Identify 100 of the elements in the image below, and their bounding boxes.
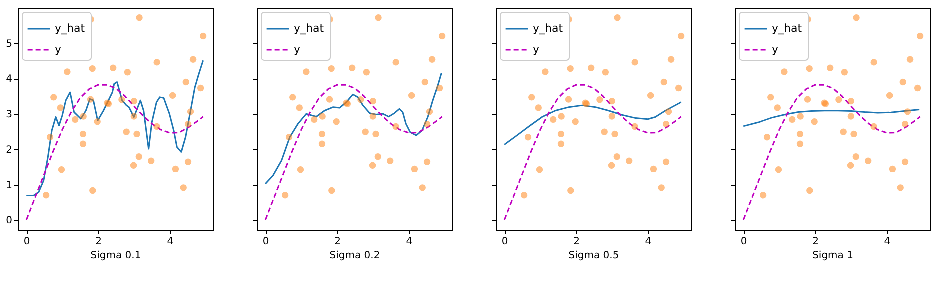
point — [662, 120, 670, 128]
point — [46, 134, 54, 141]
x-tick-label: 4 — [884, 236, 891, 248]
point — [123, 128, 130, 136]
point — [535, 104, 542, 112]
point — [767, 94, 774, 101]
point — [426, 108, 434, 116]
point — [662, 158, 670, 166]
point — [658, 184, 665, 192]
point — [850, 130, 858, 138]
point — [170, 92, 176, 100]
point — [110, 64, 117, 72]
y-tick-label: 4 — [6, 74, 12, 86]
legend-label: y_hat — [533, 22, 564, 35]
point — [428, 56, 436, 63]
point — [200, 32, 207, 40]
point — [797, 113, 804, 120]
point — [386, 158, 394, 164]
point — [811, 118, 818, 126]
point — [528, 94, 536, 101]
point — [422, 78, 428, 86]
point — [614, 153, 621, 160]
point — [134, 130, 140, 138]
point — [870, 123, 878, 130]
x-tick-label: 2 — [96, 236, 102, 248]
legend-label: y — [55, 43, 62, 56]
y-tick-label: 3 — [6, 110, 12, 121]
point — [650, 166, 658, 173]
point — [348, 64, 356, 72]
point — [184, 158, 192, 166]
point — [614, 14, 621, 22]
point — [154, 59, 160, 66]
x-tick-label: 2 — [574, 236, 580, 248]
point — [369, 162, 376, 170]
point — [632, 123, 638, 130]
x-tick-label: 0 — [502, 236, 508, 248]
point — [392, 123, 400, 130]
point — [558, 113, 565, 120]
point — [567, 65, 574, 72]
point — [408, 92, 416, 100]
line-series — [26, 84, 204, 221]
legend-label: y — [294, 43, 301, 56]
point — [296, 104, 304, 112]
point — [847, 162, 854, 170]
point — [900, 78, 906, 86]
point — [362, 128, 369, 136]
point — [289, 94, 296, 101]
point — [660, 78, 668, 86]
point — [148, 158, 155, 164]
point — [80, 130, 87, 138]
point — [774, 104, 782, 112]
point — [375, 14, 382, 22]
point — [796, 130, 804, 138]
point — [608, 113, 616, 120]
point — [80, 113, 87, 120]
x-axis-title: Sigma 0.5 — [568, 250, 620, 262]
point — [796, 140, 804, 148]
point — [411, 166, 418, 173]
point — [328, 187, 336, 194]
x-tick-label: 4 — [406, 236, 413, 248]
point — [804, 96, 812, 103]
legend-label: y_hat — [772, 22, 803, 35]
legend-label: y — [533, 43, 540, 56]
point — [904, 108, 912, 116]
point — [775, 166, 782, 174]
point — [358, 96, 364, 104]
point — [94, 118, 101, 126]
point — [760, 192, 767, 199]
x-axis-title: Sigma 1 — [812, 250, 854, 262]
point — [889, 166, 896, 173]
point — [853, 14, 860, 22]
point — [318, 130, 326, 138]
point — [328, 65, 335, 72]
point — [781, 68, 788, 76]
x-axis-title: Sigma 0.2 — [330, 250, 380, 262]
point — [124, 68, 132, 76]
point — [87, 96, 94, 103]
point — [668, 56, 675, 63]
point — [806, 65, 813, 72]
point — [806, 187, 814, 194]
point — [848, 113, 854, 120]
point — [568, 187, 574, 194]
x-tick-label: 2 — [812, 236, 819, 248]
point — [764, 134, 771, 141]
point — [197, 84, 204, 92]
x-tick-label: 0 — [24, 236, 30, 248]
point — [886, 92, 894, 100]
point — [914, 84, 922, 92]
point — [130, 162, 138, 170]
point — [50, 94, 58, 101]
point — [130, 113, 138, 120]
point — [608, 162, 616, 170]
point — [392, 59, 400, 66]
point — [524, 134, 532, 141]
point — [318, 140, 326, 148]
point — [72, 116, 79, 124]
point — [333, 118, 340, 126]
point — [90, 187, 96, 194]
point — [632, 59, 638, 66]
point — [372, 130, 380, 138]
